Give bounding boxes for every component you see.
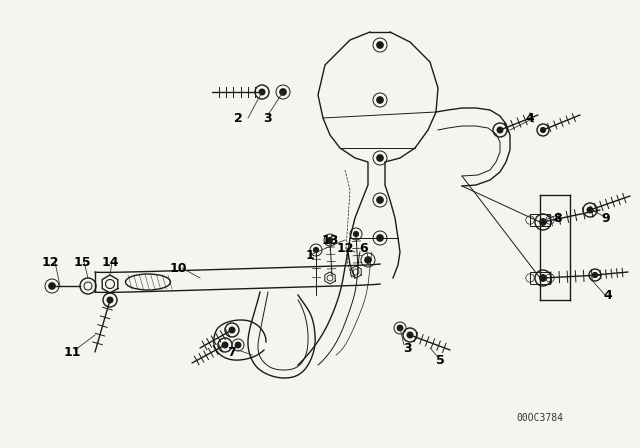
Circle shape — [377, 197, 383, 203]
Text: 4: 4 — [525, 112, 534, 125]
Circle shape — [280, 89, 286, 95]
Circle shape — [328, 237, 332, 242]
Circle shape — [407, 332, 413, 338]
Text: 3: 3 — [404, 341, 412, 354]
Circle shape — [365, 257, 371, 263]
Text: 7: 7 — [228, 345, 236, 358]
Text: 9: 9 — [602, 211, 611, 224]
Text: 3: 3 — [264, 112, 272, 125]
Circle shape — [588, 207, 593, 213]
Circle shape — [236, 342, 241, 348]
Text: 4: 4 — [604, 289, 612, 302]
Circle shape — [49, 283, 55, 289]
Text: 10: 10 — [169, 262, 187, 275]
Text: 1: 1 — [306, 249, 314, 262]
Circle shape — [222, 342, 228, 348]
Circle shape — [593, 272, 597, 277]
Circle shape — [314, 248, 319, 252]
Circle shape — [540, 275, 546, 281]
Circle shape — [541, 128, 545, 133]
Text: 6: 6 — [360, 241, 368, 254]
Text: 15: 15 — [73, 255, 91, 268]
Circle shape — [259, 89, 265, 95]
Circle shape — [377, 155, 383, 161]
Text: 14: 14 — [101, 255, 119, 268]
Circle shape — [497, 127, 503, 133]
Circle shape — [353, 232, 358, 237]
Text: 5: 5 — [436, 353, 444, 366]
Circle shape — [229, 327, 235, 333]
Circle shape — [377, 42, 383, 48]
Bar — [530, 272, 550, 284]
Text: 13: 13 — [321, 233, 339, 246]
Circle shape — [108, 297, 113, 303]
Text: 11: 11 — [63, 345, 81, 358]
Circle shape — [540, 219, 546, 225]
Text: 8: 8 — [554, 211, 563, 224]
Circle shape — [377, 97, 383, 103]
Bar — [530, 214, 550, 226]
Text: 00OC3784: 00OC3784 — [516, 413, 563, 423]
Text: 12: 12 — [336, 241, 354, 254]
Circle shape — [397, 325, 403, 331]
Text: 12: 12 — [41, 255, 59, 268]
Text: 2: 2 — [234, 112, 243, 125]
Circle shape — [377, 235, 383, 241]
